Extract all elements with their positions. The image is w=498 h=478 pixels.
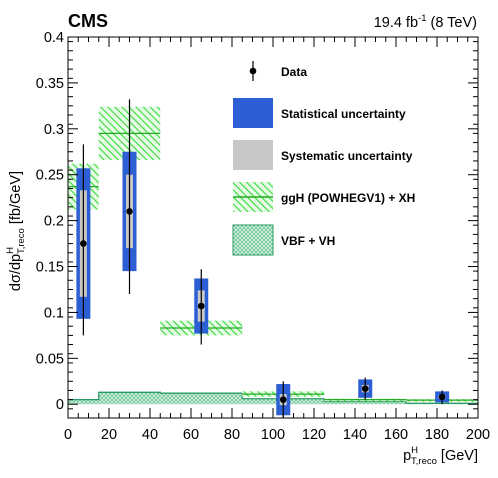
x-tick-label: 120: [302, 427, 326, 443]
vbf-bar: [324, 401, 407, 405]
legend-label: Systematic uncertainty: [281, 149, 413, 163]
vbf-bar: [160, 393, 243, 405]
y-axis-label-unit: [fb/GeV]: [8, 171, 24, 228]
x-tick-label: 20: [101, 427, 117, 443]
legend-vbf-swatch: [232, 224, 274, 256]
legend-data-marker: [249, 67, 257, 75]
x-tick-label: 60: [183, 427, 199, 443]
legend-syst-swatch: [233, 140, 273, 170]
data-point: [80, 240, 87, 247]
y-axis-label: dσ/dpHT,reco [fb/GeV]: [5, 171, 27, 291]
luminosity-label: 19.4 fb-1 (8 TeV): [374, 13, 477, 31]
luminosity-value: 19.4 fb: [374, 15, 418, 31]
legend-label: Statistical uncertainty: [281, 107, 406, 121]
y-tick-label: 0.05: [36, 351, 64, 367]
data-point: [197, 302, 205, 310]
x-axis-label-sub: T,reco: [411, 456, 437, 467]
legend-stat-swatch: [233, 98, 273, 128]
experiment-label: CMS: [68, 11, 108, 31]
y-tick-label: 0.25: [36, 168, 64, 184]
y-tick-label: 0.3: [44, 122, 64, 138]
plot-area: [68, 99, 478, 418]
x-tick-label: 80: [224, 427, 240, 443]
header: CMS 19.4 fb-1 (8 TeV): [68, 11, 477, 31]
x-tick-label: 100: [261, 427, 285, 443]
y-tick-label: 0.1: [44, 305, 64, 321]
x-axis-label-unit: [GeV]: [437, 448, 478, 464]
x-axis-label-sup: H: [411, 445, 418, 456]
y-axis-title: dσ/dpHT,reco [fb/GeV]: [5, 171, 27, 291]
y-tick-label: 0.4: [44, 30, 64, 46]
y-tick-label: 0: [56, 397, 64, 413]
x-axis-label: pH T,reco [GeV]: [403, 445, 478, 467]
data-point: [279, 396, 287, 403]
legend-label: VBF + VH: [281, 234, 335, 248]
x-tick-label: 160: [384, 427, 408, 443]
legend-label: Data: [281, 65, 307, 79]
y-axis-label-sup: H: [5, 247, 16, 254]
legend-label: ggH (POWHEGV1) + XH: [281, 191, 415, 205]
energy-value: (8 TeV): [426, 15, 477, 31]
x-tick-label: 0: [64, 427, 72, 443]
y-axis-label-sub: T,reco: [16, 228, 27, 254]
x-tick-label: 200: [466, 427, 490, 443]
x-tick-label: 40: [142, 427, 158, 443]
luminosity-exponent: -1: [418, 13, 426, 24]
y-tick-label: 0.2: [44, 214, 64, 230]
data-point: [126, 208, 133, 215]
y-tick-label: 0.35: [36, 76, 64, 92]
x-tick-label: 180: [425, 427, 449, 443]
legend: Data Statistical uncertainty Systematic un…: [232, 61, 415, 256]
y-axis-label-main: dσ/dp: [8, 254, 24, 291]
y-tick-label: 0.15: [36, 260, 64, 276]
vbf-bar: [68, 399, 99, 405]
data-point: [361, 385, 369, 392]
axes: 0 20 40 60 80 100 120 140 160 180 200 0 0.05 0.1 0.15 0…: [36, 30, 490, 443]
x-axis-label-main: p: [403, 448, 411, 464]
x-tick-label: 140: [343, 427, 367, 443]
vbf-bar: [98, 392, 161, 405]
data-point: [438, 393, 446, 401]
